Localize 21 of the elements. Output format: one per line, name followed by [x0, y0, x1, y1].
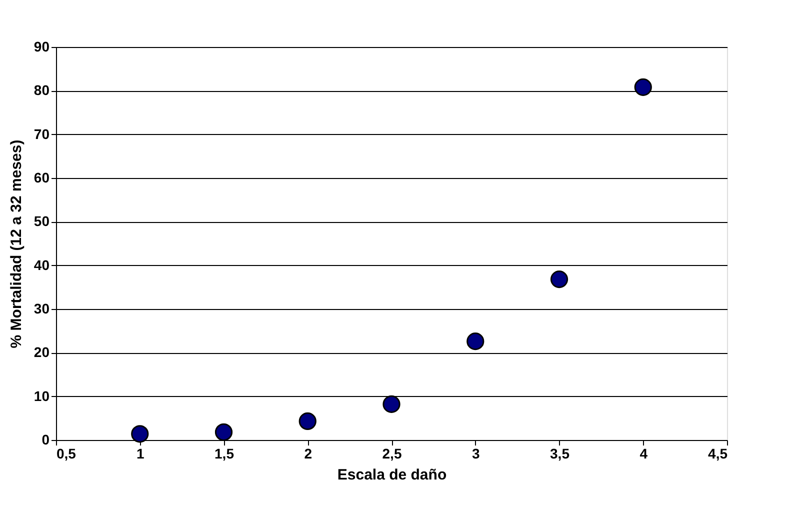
- x-tick-label: 3: [472, 446, 480, 462]
- x-axis-title: Escala de daño: [337, 466, 447, 484]
- y-tick-label: 60: [34, 170, 50, 186]
- x-tick-label: 1: [136, 446, 144, 462]
- y-tick-label: 50: [34, 213, 50, 230]
- y-tick-label: 30: [34, 300, 50, 316]
- x-tick-label: 4: [640, 446, 648, 462]
- y-tick-label: 90: [34, 38, 50, 54]
- x-tick-label: 2,5: [382, 446, 402, 462]
- x-tick-label: 2: [304, 446, 312, 462]
- x-tick-label: 3,5: [550, 446, 570, 462]
- y-tick-label: 0: [42, 432, 50, 448]
- y-tick-label: 70: [34, 126, 50, 142]
- y-tick-label: 20: [34, 344, 50, 360]
- x-tick-label: 1,5: [214, 446, 234, 462]
- x-tick-label: 0,5: [56, 446, 76, 462]
- y-axis-title: % Mortalidad (12 a 32 meses): [8, 140, 25, 348]
- y-tick-label: 80: [34, 82, 50, 98]
- y-tick-label: 10: [34, 388, 50, 404]
- y-tick-label: 40: [34, 256, 50, 273]
- x-tick-label: 4,5: [708, 446, 728, 462]
